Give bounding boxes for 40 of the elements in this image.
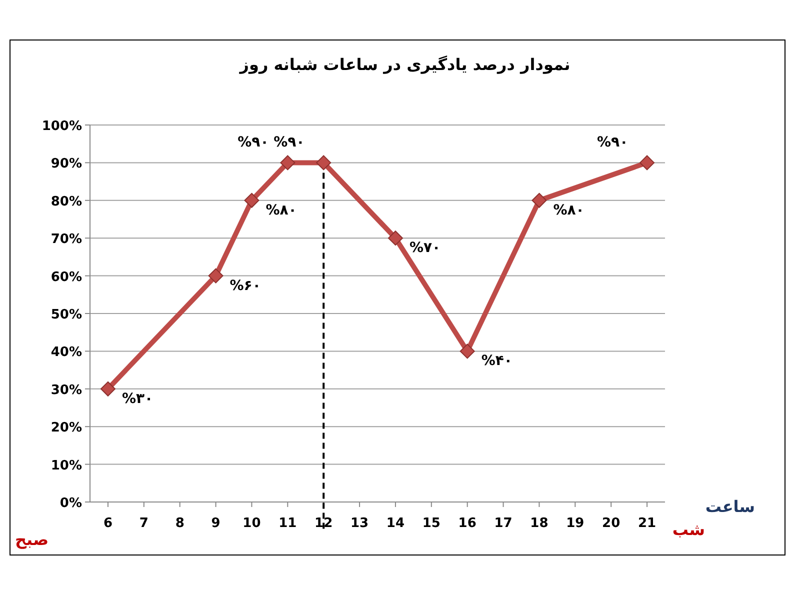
text: شب [672, 520, 705, 539]
data-label: %۴۰ [481, 353, 512, 370]
x-tick-label: 18 [530, 516, 548, 531]
y-tick-label: 80% [50, 194, 82, 210]
x-tick-label: 8 [175, 516, 184, 531]
data-label: %۸۰ [553, 202, 584, 218]
x-tick-label: 20 [602, 516, 620, 531]
y-tick-label: 30% [50, 382, 82, 398]
x-tick-label: 12 [314, 516, 333, 531]
y-tick-label: 70% [50, 232, 82, 248]
x-tick-label: 9 [211, 516, 220, 531]
y-tick-label: 10% [50, 458, 82, 474]
x-tick-label: 19 [566, 516, 584, 531]
y-tick-label: 60% [50, 270, 82, 285]
y-tick-label: 90% [50, 156, 82, 172]
data-label: %۶۰ [230, 278, 261, 294]
x-tick-label: 6 [103, 516, 112, 531]
x-axis-title: ساعت [705, 497, 755, 516]
y-tick-label: 100% [42, 119, 82, 134]
y-tick-label: 20% [50, 420, 82, 436]
text: صبح [15, 530, 49, 549]
x-tick-label: 7 [139, 516, 148, 531]
x-tick-label: 11 [278, 516, 297, 531]
data-label: %۳۰ [122, 390, 154, 407]
x-tick-label: 10 [242, 516, 261, 531]
y-tick-label: 0% [60, 496, 82, 511]
y-tick-label: 40% [50, 345, 82, 360]
x-tick-label: 17 [494, 516, 512, 531]
x-tick-label: 15 [422, 516, 440, 531]
x-tick-label: 13 [350, 516, 369, 531]
x-tick-label: 14 [386, 516, 405, 531]
chart-title: نمودار درصد یادگیری در ساعات شبانه روز [238, 55, 570, 74]
x-tick-label: 16 [458, 516, 476, 531]
data-label: %۸۰ [266, 202, 297, 218]
data-label: %۹۰ [274, 134, 305, 151]
x-tick-label: 21 [638, 516, 656, 531]
data-label: %۷۰ [409, 240, 441, 256]
data-label: %۹۰ [238, 134, 269, 151]
y-tick-label: 50% [50, 308, 82, 322]
data-label: %۹۰ [597, 134, 628, 151]
